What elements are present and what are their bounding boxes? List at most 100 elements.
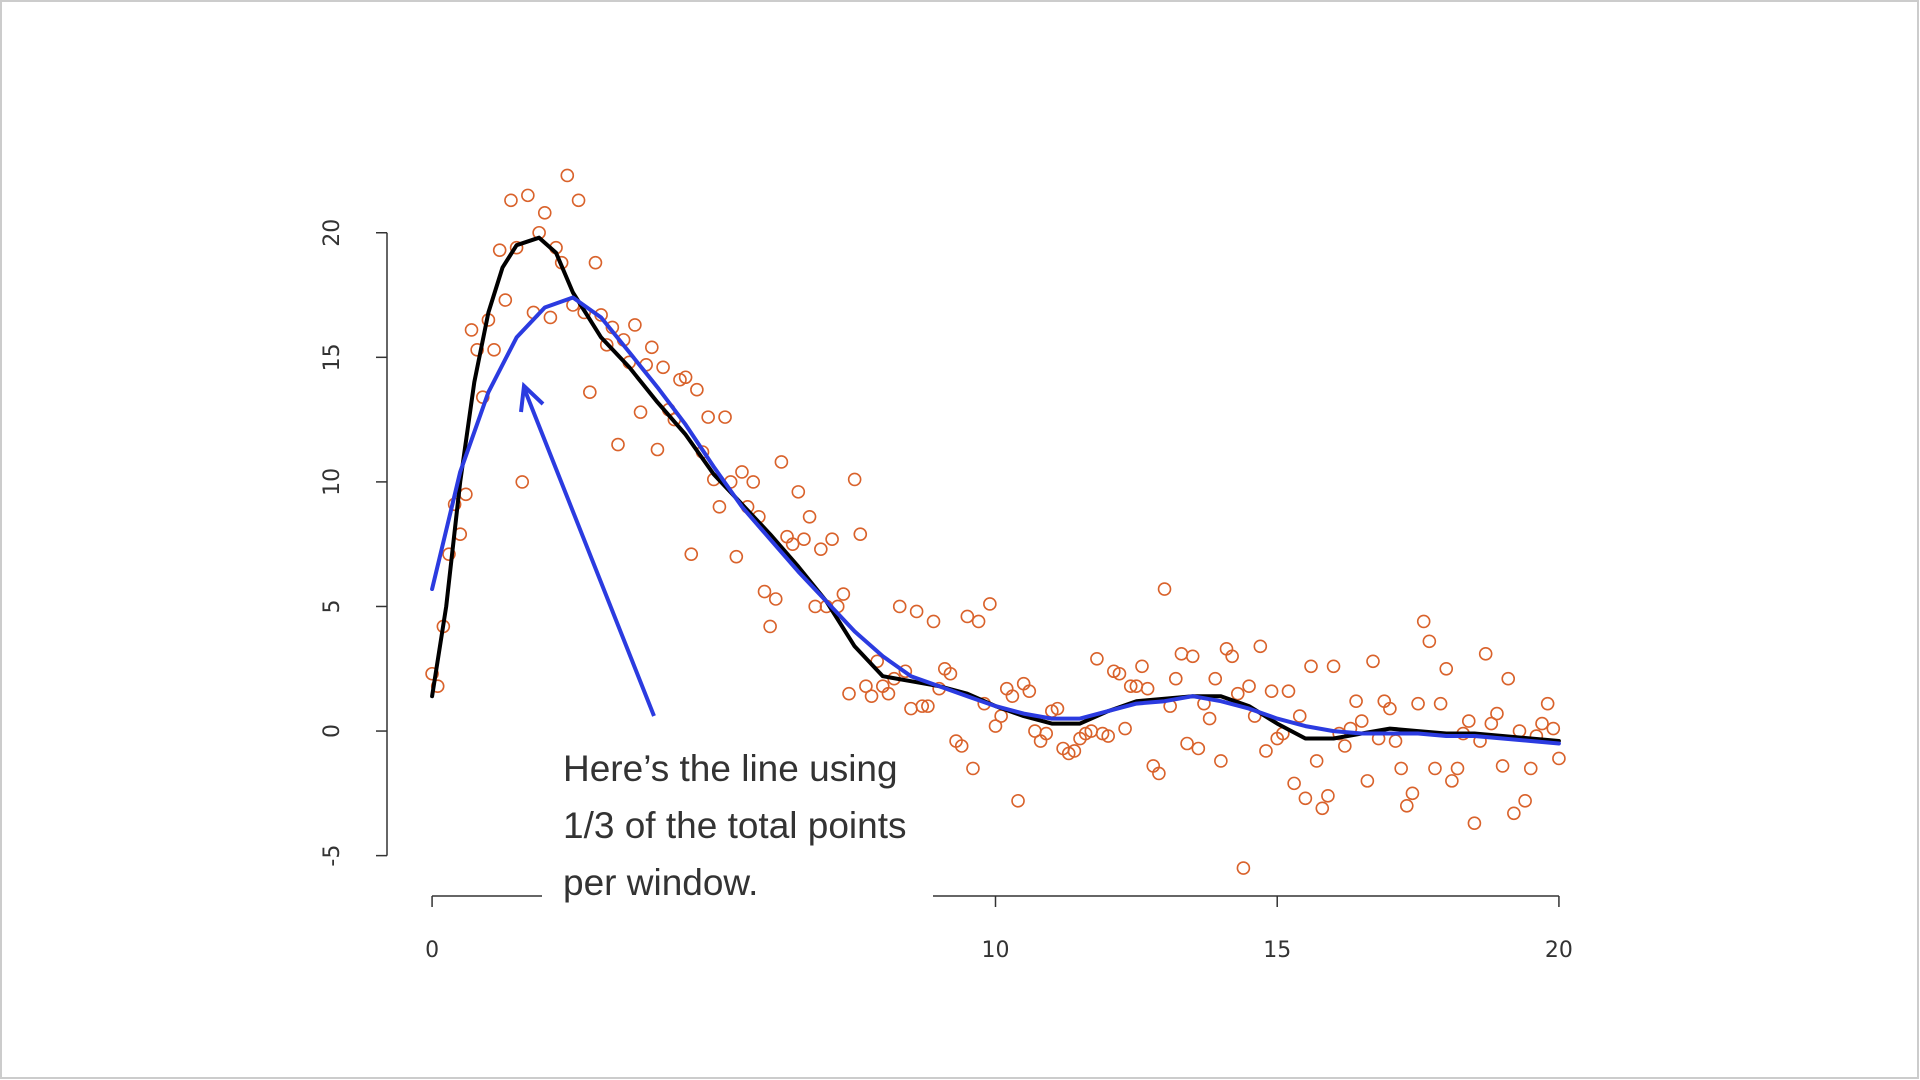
point	[1518, 794, 1532, 808]
point	[1214, 754, 1228, 768]
point	[1253, 639, 1268, 654]
point	[1309, 754, 1324, 768]
point	[1292, 709, 1307, 723]
point	[757, 584, 772, 599]
point	[1264, 684, 1279, 698]
point	[583, 385, 597, 400]
point	[842, 686, 856, 701]
point	[521, 188, 535, 203]
point	[943, 666, 958, 681]
smooth-line	[430, 295, 1561, 746]
point	[1326, 659, 1341, 674]
point	[1495, 759, 1510, 773]
point	[859, 679, 873, 694]
point	[1236, 861, 1251, 875]
point	[1174, 647, 1189, 661]
point	[425, 666, 439, 681]
point	[904, 701, 918, 716]
point	[1202, 711, 1217, 726]
point	[825, 532, 839, 547]
x-tick-label: 15	[1263, 938, 1291, 963]
point	[1428, 761, 1442, 776]
point	[1315, 801, 1330, 816]
point	[1321, 789, 1335, 803]
point	[966, 761, 980, 776]
point	[954, 739, 969, 753]
point	[684, 547, 699, 561]
point	[464, 323, 479, 337]
point	[701, 410, 715, 424]
annotation: Here’s the line using 1/3 of the total p…	[542, 740, 933, 967]
point	[1185, 649, 1200, 664]
point	[442, 547, 456, 561]
point	[1050, 701, 1065, 716]
point	[1478, 647, 1493, 661]
point	[892, 599, 907, 614]
point	[909, 604, 924, 619]
point	[459, 487, 473, 502]
point	[898, 664, 913, 679]
point	[588, 255, 603, 270]
point	[1287, 776, 1301, 791]
point	[1540, 696, 1555, 711]
point	[1135, 659, 1149, 674]
point	[1416, 614, 1431, 629]
point	[509, 240, 524, 255]
point	[1022, 684, 1037, 698]
point	[1123, 679, 1138, 694]
point	[1039, 726, 1054, 741]
point	[1208, 671, 1223, 686]
point	[1005, 689, 1020, 703]
point	[881, 686, 896, 701]
point	[1112, 666, 1127, 681]
point	[729, 549, 744, 564]
point	[1388, 734, 1403, 748]
point	[1191, 741, 1206, 756]
point	[1242, 679, 1256, 694]
point	[921, 699, 935, 713]
point	[1067, 744, 1082, 758]
point	[836, 587, 851, 601]
point	[537, 206, 552, 220]
point	[1354, 714, 1369, 728]
point	[1157, 582, 1172, 596]
point	[633, 405, 648, 419]
point	[1140, 681, 1155, 696]
point	[763, 619, 777, 634]
point	[1281, 684, 1296, 698]
point	[1304, 659, 1318, 674]
point	[1422, 634, 1437, 649]
point	[515, 475, 530, 489]
x-tick-label: 0	[425, 938, 439, 963]
point	[774, 455, 789, 469]
point	[971, 614, 986, 629]
point	[571, 193, 586, 208]
point	[791, 485, 806, 499]
y-tick-label: 10	[320, 468, 345, 496]
point	[994, 709, 1008, 723]
point	[960, 609, 975, 624]
point	[847, 472, 862, 487]
point	[611, 437, 625, 452]
point	[1411, 696, 1425, 711]
x-tick-label: 10	[982, 938, 1010, 963]
point	[1394, 761, 1408, 776]
point	[926, 614, 941, 629]
point	[1259, 744, 1273, 758]
point	[712, 500, 727, 514]
point	[718, 410, 732, 424]
point	[1461, 714, 1476, 728]
point	[656, 360, 670, 375]
point	[785, 537, 800, 551]
smooth-line	[430, 235, 1561, 743]
point	[864, 689, 879, 703]
point	[814, 542, 828, 556]
point	[1552, 751, 1566, 766]
point	[1546, 721, 1561, 736]
point	[1101, 729, 1115, 743]
point	[808, 599, 823, 614]
y-tick-label: 0	[320, 724, 345, 738]
point	[768, 592, 783, 606]
point	[1450, 761, 1465, 776]
